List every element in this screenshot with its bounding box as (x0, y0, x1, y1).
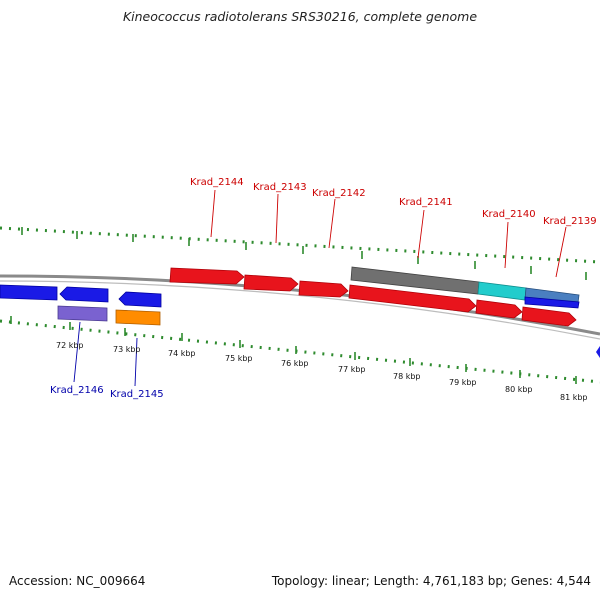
gene-arrow-krad-2142[interactable] (298, 280, 349, 298)
gene-label-krad-2140[interactable]: Krad_2140 (482, 209, 536, 220)
kbp-label: 73 kbp (113, 345, 141, 354)
kbp-label: 76 kbp (281, 359, 309, 368)
gene-label-krad-2143[interactable]: Krad_2143 (253, 182, 307, 193)
gene-arrow-krad-2146[interactable] (57, 305, 108, 322)
kbp-label: 74 kbp (168, 349, 196, 358)
gene-label-krad-2142[interactable]: Krad_2142 (312, 188, 366, 199)
kbp-label: 77 kbp (338, 365, 366, 374)
gene-arrow-left-edge[interactable] (0, 284, 58, 301)
gene-label-krad-2146[interactable]: Krad_2146 (50, 385, 104, 396)
gene-block-krad-2140-feature[interactable] (477, 281, 527, 301)
map-title: Kineococcus radiotolerans SRS30216, comp… (122, 9, 478, 24)
kbp-label: 79 kbp (449, 378, 477, 387)
gene-label-krad-2139[interactable]: Krad_2139 (543, 216, 597, 227)
gene-arrow-krad-2143[interactable] (243, 274, 299, 292)
reverse-label-leaders (73, 321, 138, 387)
gene-arrow-krad-2144[interactable] (169, 267, 245, 285)
forward-label-leaders (210, 189, 567, 278)
kbp-label: 72 kbp (56, 341, 84, 350)
gene-arrow-reverse-1[interactable] (59, 286, 109, 303)
gene-arrow-krad-2139[interactable] (521, 306, 577, 327)
reverse-strand-ticks (0, 316, 600, 384)
kbp-label: 75 kbp (225, 354, 253, 363)
gene-arrow-krad-2141[interactable] (348, 284, 477, 313)
gene-arrow-reverse-2[interactable] (118, 291, 162, 308)
kbp-label: 81 kbp (560, 393, 588, 402)
gene-arrow-right-edge[interactable] (596, 346, 600, 358)
forward-gene-row (169, 266, 580, 327)
gene-label-krad-2144[interactable]: Krad_2144 (190, 177, 244, 188)
accession-label: Accession: NC_009664 (9, 574, 146, 588)
forward-strand-ticks (0, 226, 600, 280)
gene-arrow-krad-2145[interactable] (115, 309, 161, 326)
kbp-label: 80 kbp (505, 385, 533, 394)
gene-label-krad-2145[interactable]: Krad_2145 (110, 389, 164, 400)
reverse-gene-row (0, 284, 162, 326)
genome-info-label: Topology: linear; Length: 4,761,183 bp; … (271, 574, 591, 588)
gene-label-krad-2141[interactable]: Krad_2141 (399, 197, 453, 208)
gene-arrow-krad-2140[interactable] (475, 299, 523, 319)
kbp-label: 78 kbp (393, 372, 421, 381)
gene-arrow-krad-2139-reverse[interactable] (524, 296, 580, 309)
